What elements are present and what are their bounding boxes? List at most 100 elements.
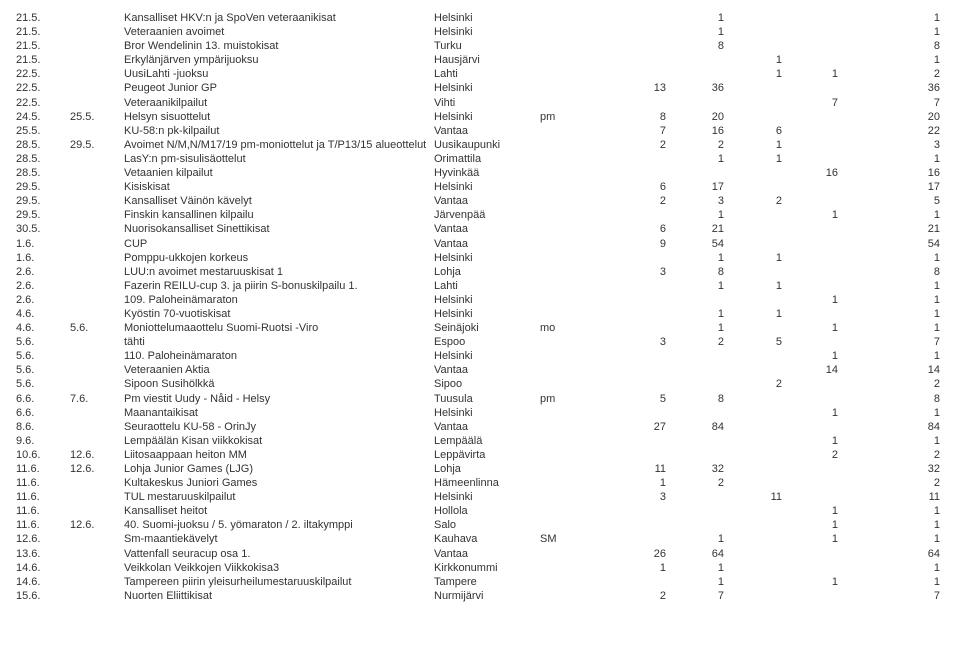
date1-cell: 13.6. (16, 548, 70, 560)
n5-cell: 1 (838, 505, 944, 517)
date1-cell: 5.6. (16, 364, 70, 376)
n2-cell: 54 (666, 238, 724, 250)
tag-cell: pm (540, 393, 608, 405)
name-cell: Pm viestit Uudy - Nåid - Helsy (124, 393, 434, 405)
table-row: 28.5.29.5.Avoimet N/M,N/M17/19 pm-moniot… (16, 139, 944, 153)
place-cell: Uusikaupunki (434, 139, 540, 151)
date1-cell: 22.5. (16, 82, 70, 94)
n4-cell: 1 (782, 68, 838, 80)
table-row: 14.6.Tampereen piirin yleisurheilumestar… (16, 576, 944, 590)
place-cell: Helsinki (434, 294, 540, 306)
n5-cell: 17 (838, 181, 944, 193)
name-cell: Kisiskisat (124, 181, 434, 193)
n2-cell: 1 (666, 562, 724, 574)
n5-cell: 2 (838, 378, 944, 390)
name-cell: Finskin kansallinen kilpailu (124, 209, 434, 221)
name-cell: Seuraottelu KU-58 - OrinJy (124, 421, 434, 433)
n2-cell: 1 (666, 322, 724, 334)
n2-cell: 16 (666, 125, 724, 137)
table-row: 29.5.KisiskisatHelsinki61717 (16, 181, 944, 195)
table-row: 5.6.tähtiEspoo3257 (16, 336, 944, 350)
date1-cell: 5.6. (16, 378, 70, 390)
name-cell: LasY:n pm-sisulisäottelut (124, 153, 434, 165)
n5-cell: 1 (838, 12, 944, 24)
table-row: 11.6.Kultakeskus Juniori GamesHämeenlinn… (16, 477, 944, 491)
name-cell: Lempäälän Kisan viikkokisat (124, 435, 434, 447)
n5-cell: 2 (838, 477, 944, 489)
place-cell: Järvenpää (434, 209, 540, 221)
n2-cell: 1 (666, 576, 724, 588)
place-cell: Helsinki (434, 12, 540, 24)
n5-cell: 2 (838, 68, 944, 80)
n1-cell: 1 (608, 562, 666, 574)
n5-cell: 1 (838, 435, 944, 447)
date1-cell: 21.5. (16, 40, 70, 52)
place-cell: Vantaa (434, 195, 540, 207)
date1-cell: 28.5. (16, 167, 70, 179)
table-row: 2.6.109. PaloheinämaratonHelsinki11 (16, 294, 944, 308)
table-row: 28.5.Vetaanien kilpailutHyvinkää1616 (16, 167, 944, 181)
name-cell: Veteraanikilpailut (124, 97, 434, 109)
date1-cell: 4.6. (16, 322, 70, 334)
table-row: 30.5.Nuorisokansalliset SinettikisatVant… (16, 223, 944, 237)
table-row: 11.6.12.6.Lohja Junior Games (LJG)Lohja1… (16, 463, 944, 477)
table-row: 22.5.Peugeot Junior GPHelsinki133636 (16, 82, 944, 96)
name-cell: Maanantaikisat (124, 407, 434, 419)
n2-cell: 21 (666, 223, 724, 235)
name-cell: Kansalliset HKV:n ja SpoVen veteraanikis… (124, 12, 434, 24)
n4-cell: 1 (782, 294, 838, 306)
name-cell: Tampereen piirin yleisurheilumestaruuski… (124, 576, 434, 588)
table-row: 22.5.UusiLahti -juoksuLahti112 (16, 68, 944, 82)
date1-cell: 30.5. (16, 223, 70, 235)
table-row: 22.5.VeteraanikilpailutVihti77 (16, 97, 944, 111)
name-cell: Nuorten Eliittikisat (124, 590, 434, 602)
date1-cell: 28.5. (16, 153, 70, 165)
table-row: 1.6.Pomppu-ukkojen korkeusHelsinki111 (16, 252, 944, 266)
name-cell: Sipoon Susihölkkä (124, 378, 434, 390)
name-cell: Kultakeskus Juniori Games (124, 477, 434, 489)
date1-cell: 14.6. (16, 562, 70, 574)
n2-cell: 3 (666, 195, 724, 207)
date1-cell: 29.5. (16, 209, 70, 221)
date1-cell: 5.6. (16, 350, 70, 362)
date1-cell: 2.6. (16, 294, 70, 306)
place-cell: Leppävirta (434, 449, 540, 461)
name-cell: Vattenfall seuracup osa 1. (124, 548, 434, 560)
date1-cell: 12.6. (16, 533, 70, 545)
name-cell: Fazerin REILU-cup 3. ja piirin S-bonuski… (124, 280, 434, 292)
date1-cell: 21.5. (16, 26, 70, 38)
n1-cell: 1 (608, 477, 666, 489)
place-cell: Vantaa (434, 125, 540, 137)
date2-cell: 5.6. (70, 322, 124, 334)
table-row: 5.6.Sipoon SusihölkkäSipoo22 (16, 378, 944, 392)
n1-cell: 3 (608, 266, 666, 278)
name-cell: Nuorisokansalliset Sinettikisat (124, 223, 434, 235)
name-cell: Veikkolan Veikkojen Viikkokisa3 (124, 562, 434, 574)
n1-cell: 2 (608, 195, 666, 207)
n2-cell: 1 (666, 209, 724, 221)
n5-cell: 36 (838, 82, 944, 94)
n4-cell: 1 (782, 505, 838, 517)
n2-cell: 1 (666, 153, 724, 165)
place-cell: Helsinki (434, 26, 540, 38)
n1-cell: 2 (608, 139, 666, 151)
n5-cell: 1 (838, 533, 944, 545)
place-cell: Hausjärvi (434, 54, 540, 66)
n3-cell: 1 (724, 153, 782, 165)
date2-cell: 12.6. (70, 463, 124, 475)
n1-cell: 5 (608, 393, 666, 405)
table-row: 29.5. Finskin kansallinen kilpailuJärvenp… (16, 209, 944, 223)
n1-cell: 7 (608, 125, 666, 137)
n5-cell: 8 (838, 40, 944, 52)
n5-cell: 1 (838, 294, 944, 306)
place-cell: Lahti (434, 68, 540, 80)
n1-cell: 8 (608, 111, 666, 123)
name-cell: 40. Suomi-juoksu / 5. yömaraton / 2. ilt… (124, 519, 434, 531)
table-row: 28.5.LasY:n pm-sisulisäottelutOrimattila… (16, 153, 944, 167)
n4-cell: 1 (782, 533, 838, 545)
place-cell: Vantaa (434, 548, 540, 560)
n5-cell: 11 (838, 491, 944, 503)
date1-cell: 9.6. (16, 435, 70, 447)
place-cell: Helsinki (434, 407, 540, 419)
n5-cell: 1 (838, 322, 944, 334)
